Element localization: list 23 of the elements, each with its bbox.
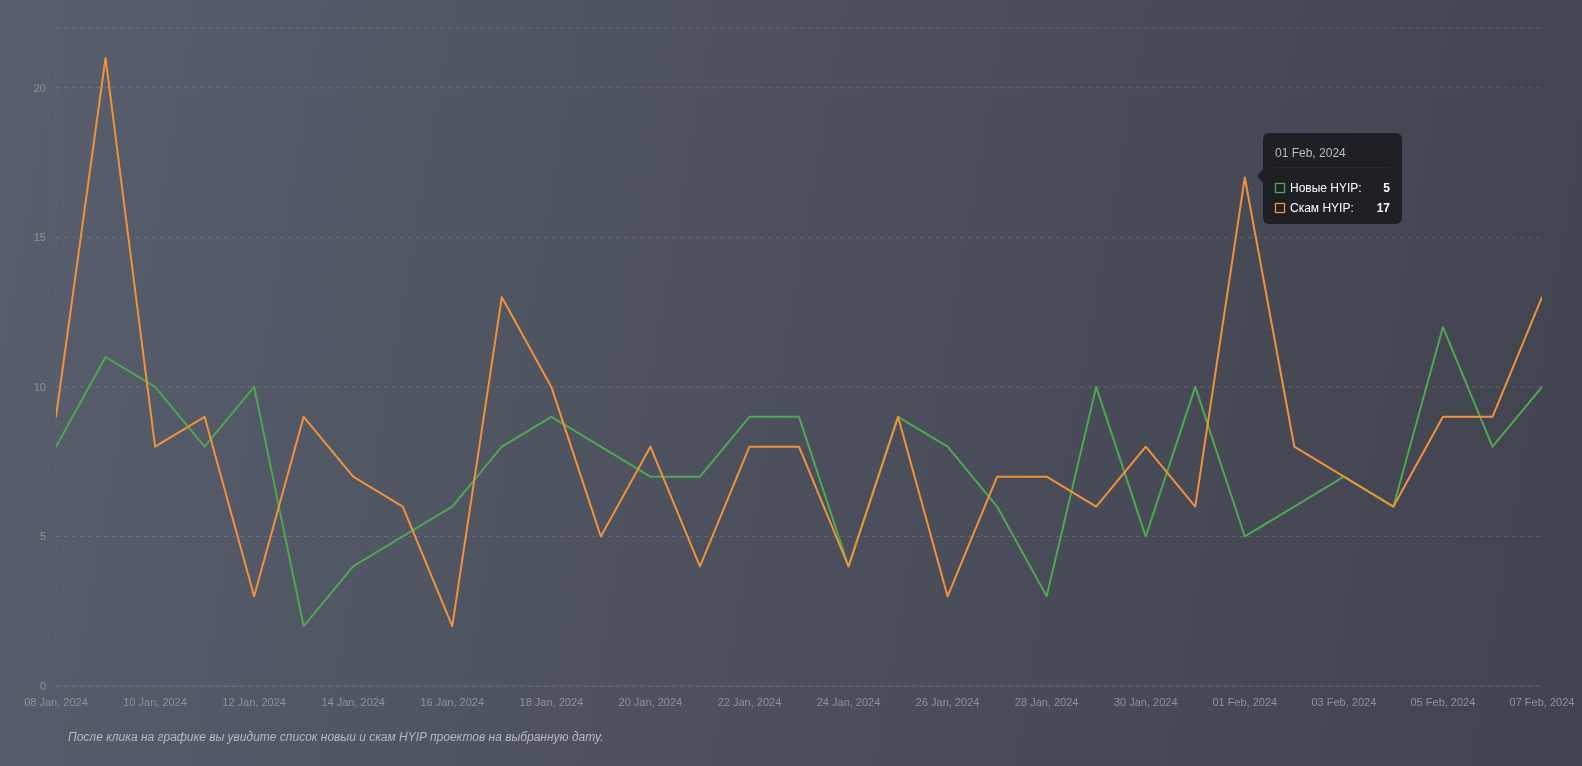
x-tick-label: 28 Jan, 2024 — [1014, 695, 1079, 708]
x-tick-label: 16 Jan, 2024 — [420, 695, 485, 708]
x-tick-label: 22 Jan, 2024 — [717, 695, 782, 708]
annotation: 01 Feb, 2024 — [1275, 146, 1347, 160]
annotation: 17 — [1376, 201, 1391, 215]
x-tick-label: 05 Feb, 2024 — [1410, 695, 1476, 708]
x-tick-label: 03 Feb, 2024 — [1311, 695, 1377, 708]
x-tick-label: 01 Feb, 2024 — [1212, 695, 1278, 708]
line-series — [56, 56, 1542, 628]
x-tick-label: 14 Jan, 2024 — [321, 695, 386, 708]
text: После клика на графике вы увидите список новыи и скам HYIP проектов на выбранную дату. — [68, 730, 604, 744]
x-tick-label: 24 Jan, 2024 — [816, 695, 881, 708]
x-tick-label: 07 Feb, 2024 — [1509, 695, 1575, 708]
x-tick-label: 30 Jan, 2024 — [1113, 695, 1178, 708]
annotation: 5 — [1383, 181, 1391, 195]
x-tick-label: 10 Jan, 2024 — [123, 695, 187, 708]
x-tick-label: 12 Jan, 2024 — [222, 695, 286, 708]
x-tick-label: 18 Jan, 2024 — [519, 695, 584, 708]
legend-label: Новые HYIP: — [1290, 181, 1362, 195]
legend-label: Скам HYIP: — [1290, 201, 1354, 215]
line-series — [56, 326, 1542, 628]
x-tick-label: 20 Jan, 2024 — [618, 695, 683, 708]
x-tick-label: 26 Jan, 2024 — [915, 695, 980, 708]
